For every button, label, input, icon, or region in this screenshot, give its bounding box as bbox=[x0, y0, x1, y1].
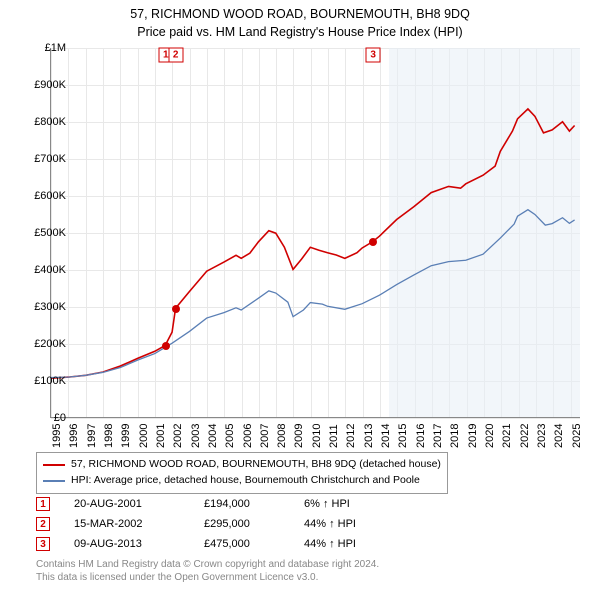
sale-pct-1: 6% ↑ HPI bbox=[304, 498, 424, 510]
xtick-label: 2016 bbox=[415, 424, 427, 448]
sale-date-2: 15-MAR-2002 bbox=[74, 518, 204, 530]
sale-marker-box-2: 2 bbox=[168, 48, 183, 63]
ytick-label: £700K bbox=[16, 153, 66, 165]
xtick-label: 2024 bbox=[553, 424, 565, 448]
legend-row-property: 57, RICHMOND WOOD ROAD, BOURNEMOUTH, BH8… bbox=[43, 457, 441, 473]
chart-lines-svg bbox=[51, 48, 580, 417]
sale-pct-3: 44% ↑ HPI bbox=[304, 538, 424, 550]
xtick-label: 1995 bbox=[51, 424, 63, 448]
legend-box: 57, RICHMOND WOOD ROAD, BOURNEMOUTH, BH8… bbox=[36, 452, 448, 494]
footer-line-2: This data is licensed under the Open Gov… bbox=[36, 571, 379, 584]
xtick-label: 1997 bbox=[86, 424, 98, 448]
xtick-label: 2011 bbox=[328, 424, 340, 448]
ytick-label: £800K bbox=[16, 116, 66, 128]
sale-price-3: £475,000 bbox=[204, 538, 304, 550]
title-block: 57, RICHMOND WOOD ROAD, BOURNEMOUTH, BH8… bbox=[0, 0, 600, 41]
xtick-label: 2014 bbox=[380, 424, 392, 448]
legend-swatch-property bbox=[43, 464, 65, 466]
xtick-label: 1999 bbox=[120, 424, 132, 448]
xtick-label: 2023 bbox=[536, 424, 548, 448]
series-line-hpi bbox=[51, 210, 574, 378]
sale-marker-dot-1 bbox=[162, 342, 170, 350]
xtick-label: 2009 bbox=[293, 424, 305, 448]
sale-marker-box-3: 3 bbox=[366, 48, 381, 63]
sale-pct-2: 44% ↑ HPI bbox=[304, 518, 424, 530]
xtick-label: 2007 bbox=[259, 424, 271, 448]
title-address: 57, RICHMOND WOOD ROAD, BOURNEMOUTH, BH8… bbox=[0, 6, 600, 24]
ytick-label: £500K bbox=[16, 227, 66, 239]
xtick-label: 2021 bbox=[501, 424, 513, 448]
legend-label-hpi: HPI: Average price, detached house, Bour… bbox=[71, 473, 420, 489]
xtick-label: 2004 bbox=[207, 424, 219, 448]
xtick-label: 2013 bbox=[363, 424, 375, 448]
xtick-label: 2012 bbox=[345, 424, 357, 448]
ytick-label: £900K bbox=[16, 79, 66, 91]
legend-swatch-hpi bbox=[43, 480, 65, 482]
xtick-label: 1998 bbox=[103, 424, 115, 448]
sale-marker-dot-3 bbox=[369, 238, 377, 246]
footer-attribution: Contains HM Land Registry data © Crown c… bbox=[36, 558, 379, 584]
sales-row-2: 2 15-MAR-2002 £295,000 44% ↑ HPI bbox=[36, 514, 424, 534]
xtick-label: 2002 bbox=[172, 424, 184, 448]
ytick-label: £100K bbox=[16, 375, 66, 387]
sale-price-2: £295,000 bbox=[204, 518, 304, 530]
ytick-label: £1M bbox=[16, 42, 66, 54]
sale-date-1: 20-AUG-2001 bbox=[74, 498, 204, 510]
series-line-property bbox=[51, 109, 574, 378]
sales-row-1: 1 20-AUG-2001 £194,000 6% ↑ HPI bbox=[36, 494, 424, 514]
legend-row-hpi: HPI: Average price, detached house, Bour… bbox=[43, 473, 441, 489]
sale-marker-3: 3 bbox=[36, 537, 50, 551]
sale-marker-2: 2 bbox=[36, 517, 50, 531]
xtick-label: 2017 bbox=[432, 424, 444, 448]
ytick-label: £600K bbox=[16, 190, 66, 202]
ytick-label: £400K bbox=[16, 264, 66, 276]
xtick-label: 2010 bbox=[311, 424, 323, 448]
chart-container: 57, RICHMOND WOOD ROAD, BOURNEMOUTH, BH8… bbox=[0, 0, 600, 590]
xtick-label: 2003 bbox=[190, 424, 202, 448]
sale-marker-1: 1 bbox=[36, 497, 50, 511]
xtick-label: 2022 bbox=[519, 424, 531, 448]
xtick-label: 2005 bbox=[224, 424, 236, 448]
sales-table: 1 20-AUG-2001 £194,000 6% ↑ HPI 2 15-MAR… bbox=[36, 494, 424, 554]
xtick-label: 2025 bbox=[571, 424, 583, 448]
sale-date-3: 09-AUG-2013 bbox=[74, 538, 204, 550]
xtick-label: 1996 bbox=[68, 424, 80, 448]
xtick-label: 2015 bbox=[397, 424, 409, 448]
ytick-label: £200K bbox=[16, 338, 66, 350]
ytick-label: £300K bbox=[16, 301, 66, 313]
title-subtitle: Price paid vs. HM Land Registry's House … bbox=[0, 24, 600, 42]
xtick-label: 2020 bbox=[484, 424, 496, 448]
chart-plot-area: 1995199619971998199920002001200220032004… bbox=[50, 48, 580, 418]
xtick-label: 2019 bbox=[467, 424, 479, 448]
sales-row-3: 3 09-AUG-2013 £475,000 44% ↑ HPI bbox=[36, 534, 424, 554]
ytick-label: £0 bbox=[16, 412, 66, 424]
xtick-label: 2018 bbox=[449, 424, 461, 448]
gridline-h bbox=[51, 418, 580, 419]
legend-label-property: 57, RICHMOND WOOD ROAD, BOURNEMOUTH, BH8… bbox=[71, 457, 441, 473]
footer-line-1: Contains HM Land Registry data © Crown c… bbox=[36, 558, 379, 571]
xtick-label: 2008 bbox=[276, 424, 288, 448]
xtick-label: 2000 bbox=[138, 424, 150, 448]
sale-price-1: £194,000 bbox=[204, 498, 304, 510]
xtick-label: 2006 bbox=[242, 424, 254, 448]
xtick-label: 2001 bbox=[155, 424, 167, 448]
sale-marker-dot-2 bbox=[172, 305, 180, 313]
